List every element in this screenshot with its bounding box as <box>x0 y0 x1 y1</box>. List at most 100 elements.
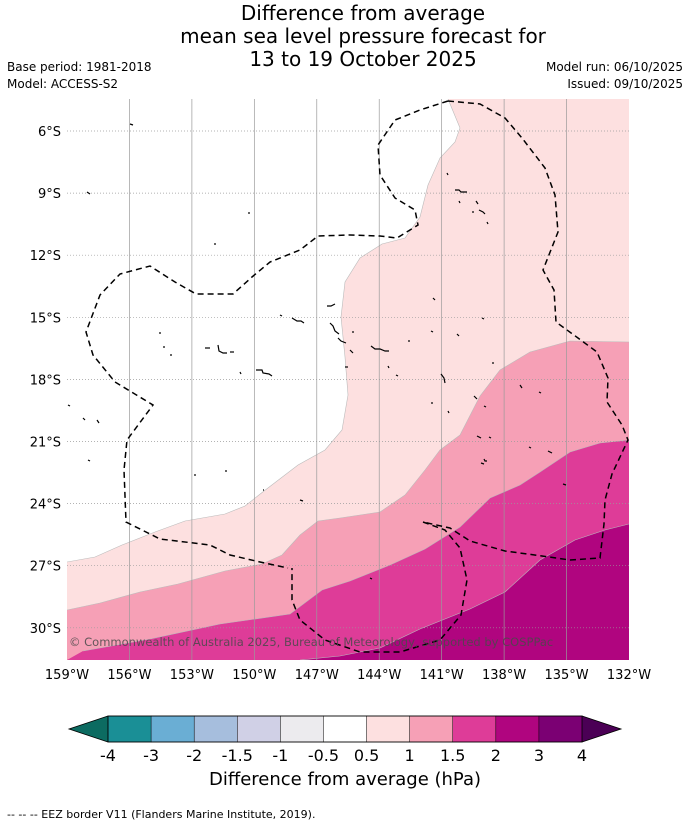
lat-label: 18°S <box>30 373 61 388</box>
colorbar-tick-label: -4 <box>100 746 116 765</box>
lon-label: 147°W <box>295 668 339 683</box>
island <box>217 344 227 354</box>
colorbar-under-outline <box>67 715 109 743</box>
latitude-labels: 6°S 9°S 12°S 15°S 18°S 21°S 24°S 27°S 30°S <box>30 125 61 637</box>
island <box>547 450 553 454</box>
title-line-2: mean sea level pressure forecast for <box>180 24 546 48</box>
longitude-labels: 159°W 156°W 153°W 150°W 147°W 144°W 141°W 138°W… <box>45 668 651 683</box>
island <box>455 189 467 193</box>
meta-right: Model run: 06/10/2025 Issued: 09/10/2025 <box>546 59 683 93</box>
colorbar-bin <box>107 715 152 743</box>
island <box>430 330 434 333</box>
colorbar-under-arrow <box>69 716 108 742</box>
contour-lines <box>67 99 629 660</box>
lat-label: 21°S <box>30 436 61 451</box>
colorbar-over-outline <box>581 715 623 743</box>
colorbar-tick-label: -0.5 <box>308 746 339 765</box>
lat-label: 24°S <box>30 498 61 513</box>
island <box>475 200 479 205</box>
island <box>458 200 461 204</box>
island <box>82 417 86 421</box>
eez-legend: -- -- -- EEZ border V11 (Flanders Marine… <box>7 808 316 821</box>
island <box>337 337 347 344</box>
island <box>299 499 304 502</box>
island <box>562 483 567 486</box>
island <box>440 373 446 384</box>
colorbar-over-arrow <box>582 716 621 742</box>
lon-label: 135°W <box>544 668 588 683</box>
lon-label: 132°W <box>607 668 651 683</box>
island <box>456 333 460 337</box>
colorbar-tick-label: 1 <box>405 746 415 765</box>
island <box>528 446 532 449</box>
lon-label: 159°W <box>45 668 89 683</box>
lon-label: 144°W <box>357 668 401 683</box>
lat-label: 30°S <box>30 622 61 637</box>
chart-title: Difference from average mean sea level p… <box>0 2 690 71</box>
island <box>239 371 242 375</box>
colorbar-bin <box>452 715 497 743</box>
colorbar-bin <box>323 715 368 743</box>
band-2-3 <box>300 524 629 660</box>
title-line-1: Difference from average <box>240 1 486 25</box>
lon-label: 153°W <box>170 668 214 683</box>
colorbar-frame <box>107 715 583 743</box>
island <box>87 459 91 462</box>
lat-label: 12°S <box>30 249 61 264</box>
lat-label: 27°S <box>30 560 61 575</box>
lon-label: 150°W <box>232 668 276 683</box>
colorbar-bin <box>495 715 540 743</box>
island <box>486 221 489 225</box>
model-name: Model: ACCESS-S2 <box>7 77 119 91</box>
map-credit: © Commonwealth of Australia 2025, Bureau… <box>69 635 553 649</box>
model-run: Model run: 06/10/2025 <box>545 60 683 74</box>
eez-borders <box>85 100 629 653</box>
colorbar-tick-label: -2 <box>186 746 202 765</box>
island <box>446 172 449 176</box>
island <box>387 365 390 369</box>
island <box>519 384 523 389</box>
lat-label: 9°S <box>38 187 61 202</box>
island <box>476 435 482 439</box>
island <box>481 317 485 320</box>
base-period: Base period: 1981-2018 <box>7 60 152 74</box>
colorbar-tick-label: 1.5 <box>440 746 465 765</box>
island <box>96 419 100 424</box>
colorbar-bin <box>193 715 238 743</box>
eez-pitcairn <box>291 521 468 653</box>
island <box>279 314 283 317</box>
island <box>349 349 354 354</box>
island <box>483 405 487 408</box>
island <box>256 369 273 377</box>
colorbar-tick-label: 0.5 <box>354 746 379 765</box>
island <box>291 317 305 324</box>
anomaly-field <box>67 99 629 660</box>
island <box>480 462 485 465</box>
colorbar-tick-label: 4 <box>577 746 587 765</box>
island <box>129 123 134 126</box>
colorbar-bin <box>150 715 195 743</box>
colorbar-bin <box>366 715 411 743</box>
eez-polynesia-west <box>85 100 449 569</box>
colorbar-tick-label: -1 <box>272 746 288 765</box>
colorbar-tick-label: -3 <box>143 746 159 765</box>
island <box>538 391 542 394</box>
colorbar-tick-label: 2 <box>491 746 501 765</box>
gridlines <box>67 99 629 660</box>
colorbar-label: Difference from average (hPa) <box>208 769 482 790</box>
issued-date: Issued: 09/10/2025 <box>567 77 683 91</box>
colorbar: -4 -3 -2 -1.5 -1 -0.5 0.5 1 1.5 2 3 4 <box>67 715 623 765</box>
colorbar-tick-label: 3 <box>534 746 544 765</box>
contour-2 <box>299 523 629 660</box>
colorbar-tick-label: -1.5 <box>222 746 253 765</box>
island <box>369 577 373 580</box>
lat-label: 15°S <box>30 311 61 326</box>
lon-label: 141°W <box>420 668 464 683</box>
island <box>488 436 492 439</box>
colorbar-bin <box>280 715 325 743</box>
contour-1p5 <box>82 439 629 652</box>
island <box>473 395 478 400</box>
island <box>478 209 486 215</box>
island <box>447 410 450 414</box>
